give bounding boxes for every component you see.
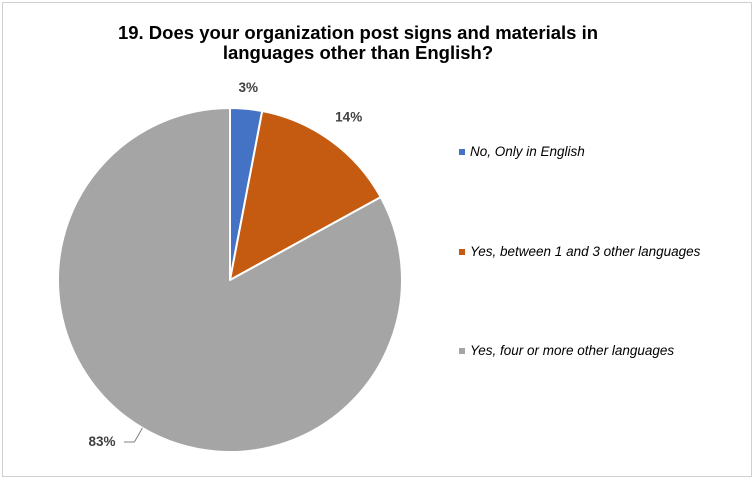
legend-label-only-english: No, Only in English: [470, 144, 585, 159]
data-label-four-or-more: 83%: [88, 434, 115, 449]
chart-title-line-2: languages other than English?: [222, 42, 494, 63]
chart-title-line-1: 19. Does your organization post signs an…: [117, 22, 599, 43]
slice-1-to-3: [229, 110, 382, 281]
legend-label-four-or-more: Yes, four or more other languages: [470, 343, 675, 358]
slice-four-or-more: [56, 107, 403, 453]
data-label-only-english: 3%: [239, 80, 259, 95]
data-label-1-to-3: 14%: [335, 110, 362, 125]
data-labels: 3% 14% 83%: [88, 80, 362, 449]
pie-slices: [56, 107, 403, 453]
leader-lines: [124, 427, 143, 443]
legend-swatch-1-to-3: [459, 249, 465, 255]
chart-title: 19. Does your organization post signs an…: [63, 23, 653, 63]
legend-swatch-four-or-more: [459, 348, 465, 354]
legend-swatch-only-english: [459, 149, 465, 155]
legend-label-1-to-3: Yes, between 1 and 3 other languages: [470, 244, 701, 259]
leader-line-four-or-more: [124, 427, 143, 443]
